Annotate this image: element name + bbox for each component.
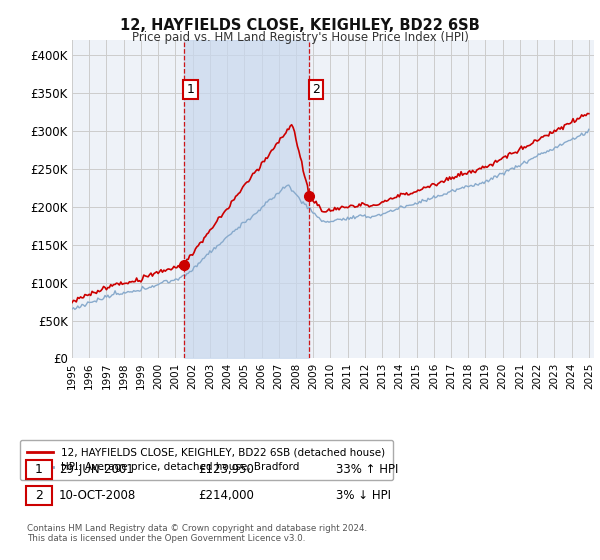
Legend: 12, HAYFIELDS CLOSE, KEIGHLEY, BD22 6SB (detached house), HPI: Average price, de: 12, HAYFIELDS CLOSE, KEIGHLEY, BD22 6SB … (20, 440, 393, 480)
Text: 29-JUN-2001: 29-JUN-2001 (59, 463, 134, 476)
Text: 10-OCT-2008: 10-OCT-2008 (59, 489, 136, 502)
Text: £214,000: £214,000 (198, 489, 254, 502)
Text: Price paid vs. HM Land Registry's House Price Index (HPI): Price paid vs. HM Land Registry's House … (131, 31, 469, 44)
Text: 12, HAYFIELDS CLOSE, KEIGHLEY, BD22 6SB: 12, HAYFIELDS CLOSE, KEIGHLEY, BD22 6SB (120, 18, 480, 33)
Text: 1: 1 (187, 83, 194, 96)
Text: 3% ↓ HPI: 3% ↓ HPI (336, 489, 391, 502)
Text: 2: 2 (35, 489, 43, 502)
Text: 1: 1 (35, 463, 43, 476)
FancyBboxPatch shape (26, 460, 52, 479)
Text: Contains HM Land Registry data © Crown copyright and database right 2024.
This d: Contains HM Land Registry data © Crown c… (27, 524, 367, 543)
FancyBboxPatch shape (26, 486, 52, 505)
Text: £123,950: £123,950 (198, 463, 254, 476)
Text: 33% ↑ HPI: 33% ↑ HPI (336, 463, 398, 476)
Text: 2: 2 (312, 83, 320, 96)
